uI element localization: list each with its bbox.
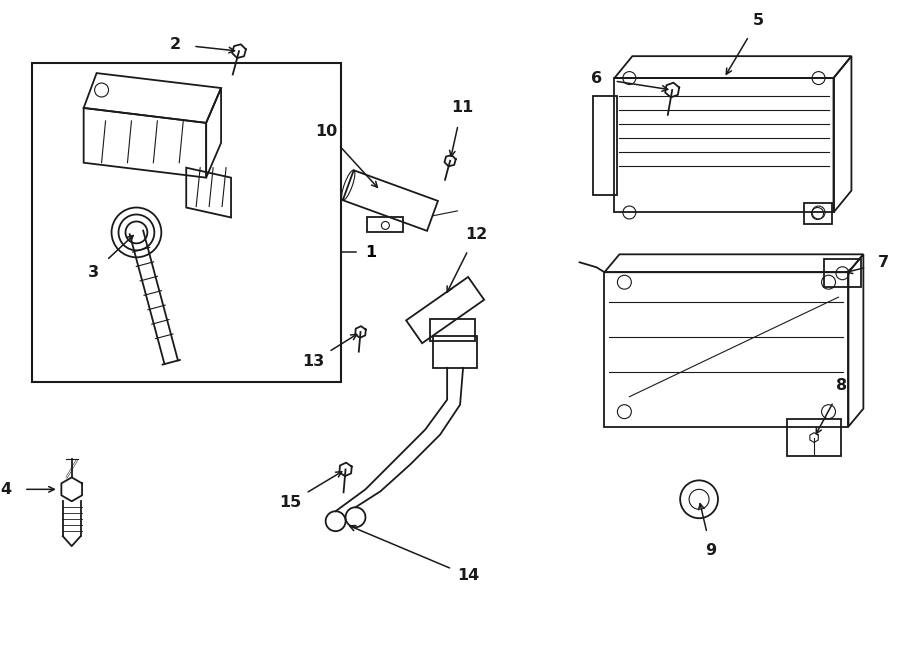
Bar [615,78,833,213]
Text: 10: 10 [315,124,338,139]
Text: 12: 12 [465,227,487,242]
Text: 11: 11 [451,100,473,115]
Text: 5: 5 [752,13,763,28]
Bar [367,218,403,232]
Bar [430,319,475,341]
Bar [592,96,617,195]
Text: 14: 14 [457,569,480,583]
Bar [32,63,340,382]
Text: 8: 8 [836,379,848,393]
Text: 4: 4 [0,482,12,497]
Bar [804,203,832,224]
Bar [824,260,861,287]
Text: 7: 7 [878,256,889,270]
Text: 9: 9 [706,543,716,558]
Text: 1: 1 [364,245,376,260]
Text: 15: 15 [279,495,302,510]
Bar [787,418,842,457]
Bar [605,272,849,426]
Text: 2: 2 [170,37,181,52]
Text: 6: 6 [591,71,602,86]
Text: 13: 13 [302,354,325,369]
Text: 3: 3 [88,265,99,280]
Bar [433,336,477,368]
